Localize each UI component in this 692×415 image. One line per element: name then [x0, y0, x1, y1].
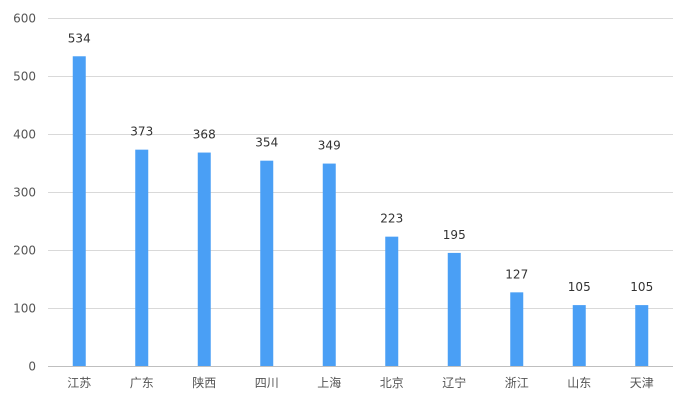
bar — [260, 160, 274, 366]
bar — [447, 252, 461, 366]
y-tick-label: 400 — [13, 128, 36, 142]
x-category-label: 北京 — [380, 376, 404, 390]
x-category-label: 四川 — [255, 376, 279, 390]
y-tick-label: 300 — [13, 186, 36, 200]
bars — [72, 56, 649, 366]
bar — [510, 292, 524, 366]
x-category-label: 山东 — [567, 376, 591, 390]
bar — [322, 163, 336, 366]
y-tick-label: 0 — [28, 360, 36, 374]
x-category-label: 上海 — [317, 375, 341, 390]
y-tick-label: 600 — [13, 12, 36, 26]
data-label: 105 — [630, 280, 653, 294]
x-category-label: 天津 — [630, 376, 654, 390]
grid-lines — [48, 18, 673, 367]
data-label: 534 — [68, 31, 91, 45]
bar — [635, 305, 649, 366]
x-category-label: 陕西 — [192, 375, 216, 390]
x-category-label: 江苏 — [67, 376, 91, 390]
bar — [72, 56, 86, 366]
bar — [385, 236, 399, 366]
bar — [197, 152, 211, 366]
data-label: 349 — [318, 139, 341, 153]
data-label: 105 — [568, 280, 591, 294]
y-tick-label: 500 — [13, 70, 36, 84]
data-label: 223 — [380, 212, 403, 226]
bar — [135, 149, 149, 366]
y-axis-ticks: 0 100 200 300 400 500 600 — [13, 12, 36, 374]
x-category-label: 广东 — [130, 376, 154, 390]
x-category-label: 浙江 — [505, 376, 529, 390]
data-label: 368 — [193, 128, 216, 142]
x-axis-categories: 江苏 广东 陕西 四川 上海 北京 辽宁 浙江 山东 天津 — [67, 375, 654, 390]
data-label: 195 — [443, 228, 466, 242]
data-labels: 534 373 368 354 349 223 195 127 105 105 — [68, 31, 653, 294]
y-tick-label: 200 — [13, 244, 36, 258]
bar — [572, 305, 586, 366]
data-label: 354 — [255, 136, 278, 150]
x-category-label: 辽宁 — [442, 375, 466, 390]
y-tick-label: 100 — [13, 302, 36, 316]
data-label: 127 — [505, 267, 528, 281]
data-label: 373 — [130, 125, 153, 139]
